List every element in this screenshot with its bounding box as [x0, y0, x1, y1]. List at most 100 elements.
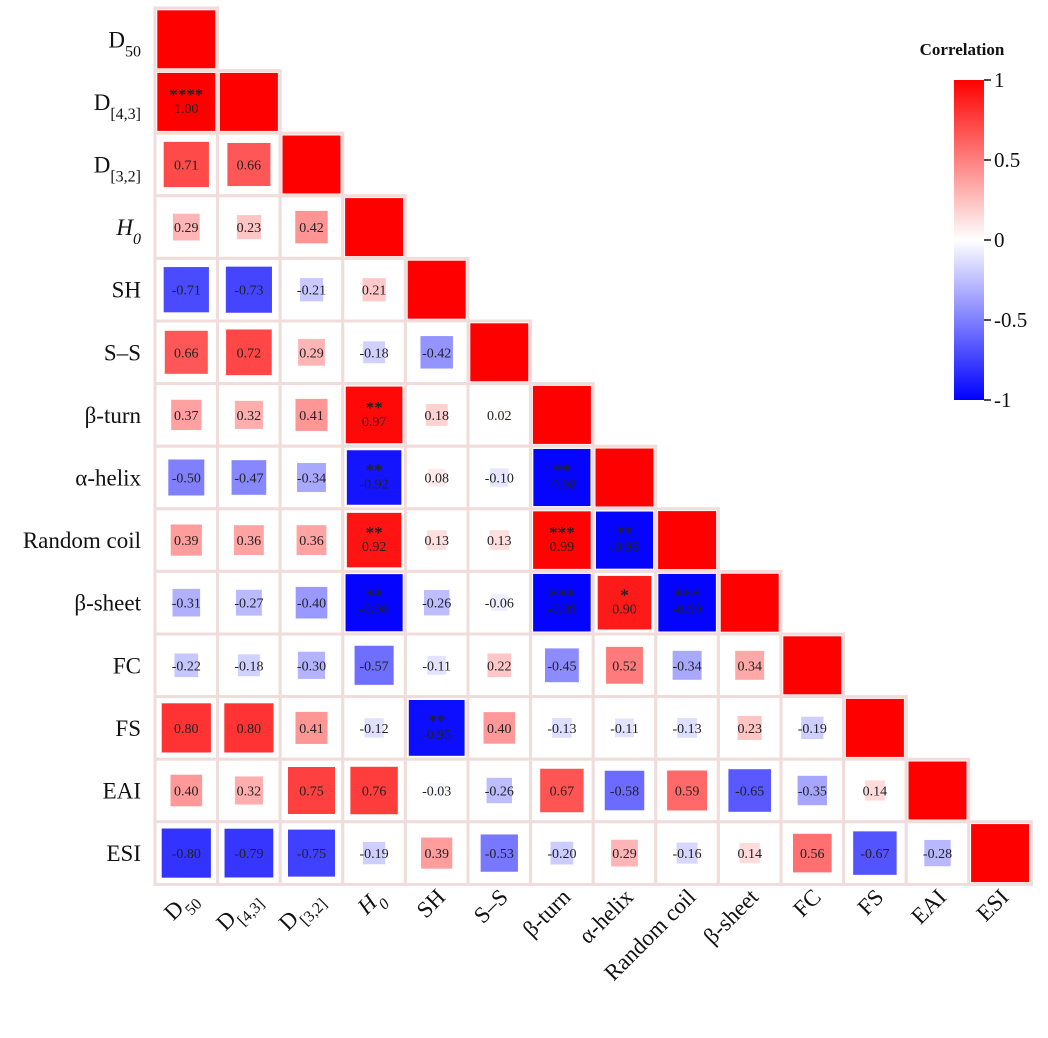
heatmap-cell: [227, 142, 271, 187]
cell-value-label: -0.98: [547, 478, 576, 493]
heatmap-cell: [345, 198, 404, 257]
heatmap-cell: [297, 463, 326, 492]
heatmap-cell: [295, 711, 328, 744]
heatmap-cell: [540, 768, 584, 813]
column-label: FC: [788, 884, 826, 922]
heatmap-cell: [864, 780, 885, 801]
colorbar-tick-label: -0.5: [994, 308, 1027, 332]
heatmap-cell: [801, 716, 824, 740]
cell-value-label: -0.67: [860, 847, 889, 862]
cell-value-label: 0.66: [237, 159, 262, 174]
significance-stars: **: [366, 461, 383, 480]
heatmap-cell: [737, 715, 762, 740]
cell-value-label: 0.39: [424, 847, 449, 862]
cell-value-label: -0.28: [923, 847, 952, 862]
heatmap-cell: [288, 767, 335, 814]
heatmap-cell: [597, 575, 652, 630]
heatmap-cell: [345, 574, 403, 632]
cell-value-label: 1.00: [174, 102, 199, 117]
cell-value-label: 0.40: [487, 722, 512, 737]
heatmap-cell: [739, 843, 760, 864]
cell-value-label: -0.95: [422, 728, 451, 743]
heatmap-cell: [552, 718, 572, 738]
heatmap-cell: [234, 400, 263, 429]
heatmap-cell: [908, 761, 967, 820]
significance-stars: ***: [674, 586, 700, 605]
cell-value-label: -0.10: [485, 472, 514, 487]
heatmap-cell: [226, 329, 272, 376]
heatmap-cell: [224, 828, 274, 878]
heatmap-cell: [354, 645, 394, 685]
cell-value-label: -0.11: [610, 722, 639, 737]
heatmap-cell: [490, 594, 508, 612]
cell-value-label: 0.42: [299, 221, 324, 236]
column-labels: D50 D[4,3] D[3,2] H0 SH S–S β-turnα-helixRando…: [159, 884, 1014, 986]
row-label: EAI: [103, 779, 141, 804]
cell-value-label: -0.58: [610, 785, 639, 800]
heatmap-cell: [797, 775, 827, 806]
cell-value-label: 0.14: [863, 785, 888, 800]
row-label: β-turn: [85, 403, 142, 428]
row-label: SH: [112, 278, 141, 303]
heatmap-cell: [235, 589, 262, 616]
heatmap-cell: [346, 512, 402, 568]
cell-value-label: 0.52: [612, 659, 637, 674]
cell-value-label: -0.19: [360, 847, 389, 862]
colorbar-legend: Correlation 1 0.5 0 -0.5 -1: [920, 40, 1028, 412]
heatmap-cell: [157, 72, 216, 131]
heatmap-cell: [533, 448, 591, 507]
cell-value-label: -0.75: [297, 847, 326, 862]
heatmap-cell: [677, 718, 697, 738]
cell-value-label: 0.32: [237, 785, 262, 800]
cell-value-label: 0.29: [174, 221, 199, 236]
cell-value-label: 0.08: [424, 472, 449, 487]
heatmap-cell: [658, 511, 717, 570]
heatmap-cell: [345, 386, 403, 444]
heatmap-cell: [489, 530, 510, 550]
heatmap-cell: [233, 525, 264, 556]
cell-value-label: 0.80: [174, 722, 199, 737]
heatmap-cell: [720, 573, 779, 632]
cell-value-label: 0.66: [174, 346, 199, 361]
heatmap-cell: [667, 770, 708, 811]
cell-value-label: -0.27: [234, 597, 263, 612]
colorbar-title: Correlation: [920, 40, 1005, 59]
heatmap-cell: [237, 654, 260, 677]
cell-value-label: 0.99: [550, 540, 575, 555]
cell-value-label: -0.92: [360, 478, 389, 493]
colorbar-ticks: 1 0.5 0 -0.5 -1: [984, 68, 1027, 412]
cell-value-label: -0.26: [485, 785, 514, 800]
heatmap-cell: [295, 586, 328, 619]
significance-stars: ****: [169, 85, 203, 104]
colorbar-tick-label: -1: [994, 388, 1012, 412]
heatmap-cell: [532, 385, 591, 444]
heatmap-cell: [490, 468, 509, 487]
heatmap-cell: [853, 831, 897, 875]
cell-value-label: 0.23: [237, 221, 262, 236]
cell-value-label: -0.47: [234, 472, 263, 487]
cell-value-label: -0.50: [172, 472, 201, 487]
heatmap-cell: [470, 323, 529, 382]
heatmap-cell: [429, 782, 445, 799]
cell-value-label: -0.19: [798, 722, 827, 737]
cell-value-label: -0.45: [547, 659, 576, 674]
heatmap-cell: [427, 468, 446, 487]
heatmap-cell: [288, 829, 335, 877]
column-label: H0: [352, 884, 393, 925]
cell-value-label: -0.11: [422, 659, 451, 674]
heatmap-cells: 1.00****0.71 0.660.29 0.23 0.42-0.71 -0.73 -0…: [153, 6, 1033, 886]
heatmap-cell: [295, 210, 328, 244]
cell-value-label: -0.18: [234, 659, 263, 674]
cell-value-label: 0.29: [612, 847, 637, 862]
column-label: EAI: [906, 884, 951, 929]
cell-value-label: -0.53: [485, 847, 514, 862]
cell-value-label: -0.99: [547, 603, 576, 618]
cell-value-label: 0.97: [362, 415, 387, 430]
cell-value-label: -0.16: [673, 847, 702, 862]
cell-value-label: 0.40: [174, 785, 199, 800]
column-label: SH: [412, 884, 450, 922]
heatmap-cell: [164, 330, 208, 374]
heatmap-cell: [427, 655, 447, 675]
heatmap-cell: [362, 841, 386, 865]
heatmap-cell: [486, 777, 513, 804]
